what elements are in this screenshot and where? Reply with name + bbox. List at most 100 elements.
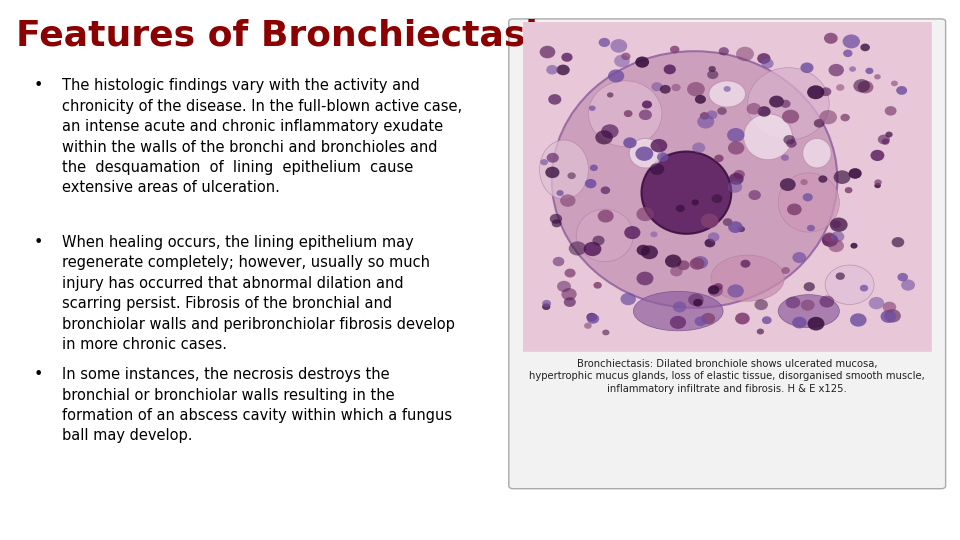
Ellipse shape (779, 295, 839, 328)
Circle shape (875, 183, 881, 188)
Circle shape (673, 301, 686, 313)
Circle shape (786, 139, 797, 147)
Text: •: • (34, 235, 43, 250)
Circle shape (756, 328, 764, 334)
Circle shape (835, 272, 845, 280)
Circle shape (568, 241, 587, 255)
Circle shape (608, 70, 624, 83)
Circle shape (562, 53, 572, 62)
Circle shape (869, 297, 884, 309)
Circle shape (708, 232, 719, 242)
Circle shape (871, 150, 884, 161)
Circle shape (542, 303, 550, 310)
Circle shape (701, 214, 718, 228)
Circle shape (807, 317, 825, 330)
Circle shape (599, 38, 611, 47)
Circle shape (740, 260, 751, 268)
Circle shape (621, 52, 631, 60)
Circle shape (564, 297, 576, 307)
Circle shape (801, 179, 807, 185)
Circle shape (705, 239, 715, 247)
Ellipse shape (630, 138, 662, 168)
Circle shape (657, 152, 668, 161)
Circle shape (540, 46, 555, 58)
Circle shape (719, 47, 729, 56)
Ellipse shape (803, 138, 831, 168)
Circle shape (564, 268, 576, 278)
Circle shape (737, 226, 745, 232)
Circle shape (865, 68, 874, 74)
Circle shape (708, 285, 723, 296)
Circle shape (885, 132, 893, 138)
Circle shape (757, 53, 771, 64)
Circle shape (785, 296, 801, 308)
Circle shape (670, 46, 680, 53)
Circle shape (693, 299, 703, 307)
Circle shape (849, 168, 862, 179)
Circle shape (736, 47, 754, 61)
Circle shape (642, 100, 652, 109)
Circle shape (877, 134, 890, 144)
Circle shape (857, 80, 874, 93)
Circle shape (892, 237, 904, 247)
Circle shape (692, 256, 708, 269)
Ellipse shape (779, 173, 839, 232)
Circle shape (824, 33, 838, 44)
Circle shape (598, 210, 613, 222)
Bar (523, 22, 931, 350)
Circle shape (692, 143, 706, 153)
Circle shape (641, 245, 658, 259)
Circle shape (840, 114, 850, 122)
Circle shape (624, 110, 633, 117)
Circle shape (593, 282, 602, 289)
Circle shape (824, 233, 835, 242)
Circle shape (650, 232, 658, 237)
Circle shape (548, 94, 562, 105)
Circle shape (552, 219, 562, 227)
Circle shape (660, 85, 671, 93)
Circle shape (749, 190, 761, 200)
Circle shape (708, 70, 718, 79)
Circle shape (717, 107, 727, 115)
Circle shape (792, 316, 806, 328)
Circle shape (853, 79, 870, 92)
Circle shape (728, 285, 744, 298)
Circle shape (880, 310, 897, 323)
Circle shape (818, 176, 828, 183)
Circle shape (545, 167, 560, 178)
Circle shape (695, 316, 707, 326)
Circle shape (665, 254, 682, 268)
Circle shape (650, 163, 664, 175)
Circle shape (845, 187, 852, 193)
Circle shape (607, 92, 613, 98)
Circle shape (843, 50, 852, 57)
Circle shape (614, 55, 630, 68)
Circle shape (636, 245, 650, 255)
Circle shape (638, 110, 652, 120)
Circle shape (850, 66, 856, 72)
Circle shape (724, 86, 731, 92)
Ellipse shape (748, 68, 829, 140)
Circle shape (678, 260, 689, 270)
Circle shape (546, 65, 558, 75)
Circle shape (670, 316, 686, 329)
Circle shape (601, 186, 611, 194)
Ellipse shape (576, 209, 634, 262)
Circle shape (636, 146, 653, 161)
Circle shape (801, 300, 815, 310)
Ellipse shape (825, 265, 874, 305)
Circle shape (819, 110, 837, 124)
Circle shape (620, 293, 636, 305)
Circle shape (891, 80, 898, 86)
Circle shape (729, 173, 744, 185)
Circle shape (843, 35, 860, 49)
Circle shape (687, 82, 705, 96)
Circle shape (803, 193, 813, 201)
Circle shape (636, 57, 649, 68)
Circle shape (755, 299, 768, 310)
Circle shape (727, 128, 745, 142)
Circle shape (695, 95, 706, 104)
Ellipse shape (540, 140, 588, 199)
Circle shape (585, 179, 596, 188)
Circle shape (822, 234, 838, 247)
